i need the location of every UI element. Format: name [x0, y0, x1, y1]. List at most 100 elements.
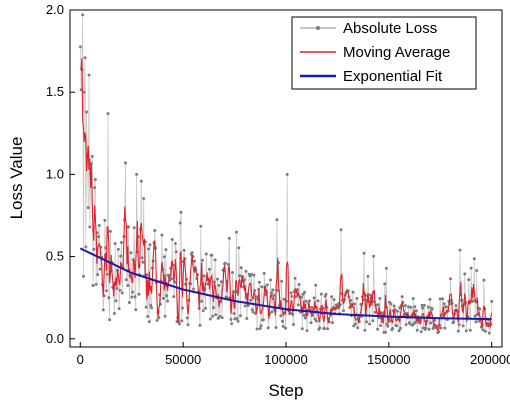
legend: Absolute Loss Moving Average Exponential…: [291, 16, 477, 90]
absolute-loss-point: [452, 320, 456, 324]
absolute-loss-point: [282, 297, 286, 301]
absolute-loss-point: [301, 292, 305, 296]
absolute-loss-point: [165, 294, 169, 298]
absolute-loss-point: [81, 13, 85, 17]
absolute-loss-point: [250, 272, 253, 276]
legend-label-absolute-loss: Absolute Loss: [343, 20, 437, 37]
moving-average-series: [79, 58, 493, 332]
absolute-loss-point: [172, 295, 176, 299]
absolute-loss-point: [118, 288, 122, 292]
absolute-loss-point: [87, 73, 91, 77]
absolute-loss-point: [280, 319, 284, 323]
absolute-loss-point: [230, 322, 234, 326]
y-axis-title: Loss Value: [7, 137, 26, 220]
absolute-loss-point: [441, 297, 445, 301]
x-axis-ticks: 0 50000 100000 150000 200000: [77, 342, 510, 367]
absolute-loss-point: [483, 329, 487, 333]
absolute-loss-point: [200, 299, 204, 303]
absolute-loss-point: [198, 323, 202, 327]
absolute-loss-point: [302, 313, 306, 317]
absolute-loss-point: [419, 330, 423, 334]
absolute-loss-point: [351, 290, 355, 294]
absolute-loss-point: [363, 328, 367, 332]
absolute-loss-point: [208, 317, 212, 321]
absolute-loss-point: [269, 291, 273, 295]
absolute-loss-point: [473, 314, 477, 318]
absolute-loss-point: [294, 295, 298, 299]
absolute-loss-point: [91, 284, 95, 287]
absolute-loss-point: [281, 324, 285, 328]
x-tick-label: 100000: [264, 352, 307, 367]
absolute-loss-point: [415, 328, 419, 332]
absolute-loss-point: [251, 310, 255, 314]
absolute-loss-point: [104, 289, 108, 293]
y-axis-ticks: 0.0 0.5 1.0 1.5 2.0: [46, 2, 75, 346]
absolute-loss-point: [204, 306, 207, 310]
absolute-loss-point: [132, 226, 136, 230]
x-tick-label: 200000: [470, 352, 510, 367]
absolute-loss-point: [400, 295, 404, 299]
absolute-loss-point: [131, 290, 135, 294]
absolute-loss-point: [487, 331, 491, 335]
absolute-loss-point: [231, 271, 234, 274]
absolute-loss-point: [253, 289, 257, 292]
absolute-loss-point: [291, 312, 295, 316]
absolute-loss-point: [386, 324, 390, 328]
absolute-loss-point: [304, 299, 308, 303]
absolute-loss-point: [119, 254, 123, 258]
absolute-loss-point: [252, 273, 256, 277]
absolute-loss-point: [384, 266, 388, 270]
absolute-loss-point: [270, 310, 274, 314]
absolute-loss-point: [220, 316, 224, 320]
absolute-loss-point: [356, 326, 360, 330]
absolute-loss-point: [463, 272, 467, 276]
absolute-loss-point: [324, 292, 328, 296]
absolute-loss-point: [78, 45, 82, 49]
absolute-loss-point: [414, 320, 418, 324]
absolute-loss-point: [420, 303, 424, 307]
x-axis-title: Step: [269, 381, 304, 400]
absolute-loss-point: [173, 242, 177, 245]
absolute-loss-point: [438, 297, 442, 301]
absolute-loss-point: [170, 277, 173, 281]
absolute-loss-point: [481, 328, 485, 332]
absolute-loss-point: [449, 277, 452, 281]
absolute-loss-point: [443, 326, 447, 330]
absolute-loss-point: [392, 304, 396, 308]
absolute-loss-point: [82, 274, 85, 278]
absolute-loss-point: [148, 243, 152, 247]
absolute-loss-point: [403, 304, 407, 308]
absolute-loss-point: [316, 299, 320, 303]
absolute-loss-point: [272, 294, 276, 297]
absolute-loss-point: [433, 318, 437, 322]
absolute-loss-point: [227, 236, 231, 240]
absolute-loss-point: [92, 247, 96, 251]
absolute-loss-point: [245, 317, 249, 320]
absolute-loss-point: [379, 324, 383, 328]
absolute-loss-point: [182, 248, 186, 252]
absolute-loss-point: [101, 308, 105, 312]
absolute-loss-point: [235, 230, 238, 234]
absolute-loss-point: [231, 290, 235, 294]
absolute-loss-point: [200, 258, 204, 262]
absolute-loss-point: [120, 241, 123, 244]
absolute-loss-point: [414, 309, 418, 313]
absolute-loss-point: [179, 210, 183, 214]
absolute-loss-point: [300, 295, 303, 299]
absolute-loss-point: [353, 322, 357, 326]
absolute-loss-point: [458, 248, 462, 252]
absolute-loss-point: [384, 330, 387, 334]
absolute-loss-point: [362, 251, 366, 255]
absolute-loss-point: [297, 283, 301, 286]
absolute-loss-point: [468, 328, 472, 332]
absolute-loss-point: [407, 305, 410, 309]
absolute-loss-point: [134, 308, 138, 312]
absolute-loss-point: [83, 56, 87, 60]
absolute-loss-point: [378, 296, 382, 300]
absolute-loss-point: [124, 278, 128, 282]
absolute-loss-point: [430, 307, 434, 311]
absolute-loss-point: [107, 296, 111, 300]
absolute-loss-point: [90, 154, 94, 158]
absolute-loss-point: [211, 314, 215, 318]
absolute-loss-point: [204, 252, 208, 256]
